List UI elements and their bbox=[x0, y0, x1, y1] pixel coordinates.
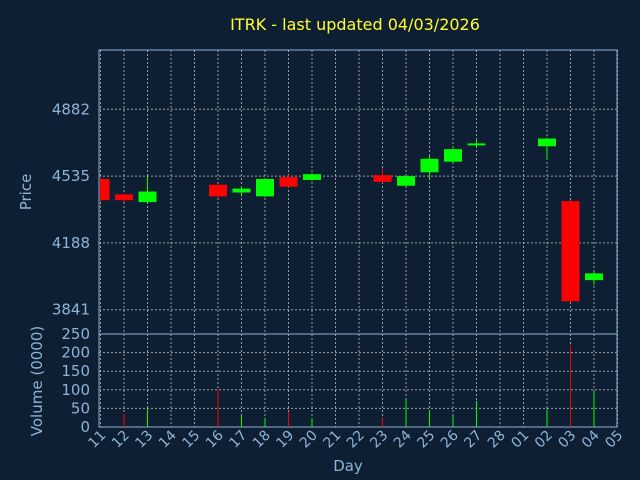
candle-body bbox=[585, 273, 603, 281]
x-tick-label: 03 bbox=[555, 428, 579, 452]
x-tick-label: 22 bbox=[344, 428, 368, 452]
candle-body bbox=[115, 194, 133, 201]
volume-tick-label: 250 bbox=[61, 325, 90, 343]
candle-body bbox=[561, 201, 580, 302]
price-tick-label: 3841 bbox=[52, 301, 90, 319]
grid-lines bbox=[99, 50, 618, 427]
candle-body bbox=[538, 138, 556, 147]
x-tick-label: 17 bbox=[226, 428, 250, 452]
x-tick-label: 26 bbox=[438, 427, 462, 451]
volume-panel-frame bbox=[98, 333, 618, 428]
plot-frames bbox=[98, 49, 618, 428]
x-tick-label: 21 bbox=[320, 428, 344, 452]
volume-axis-label: Volume (0000) bbox=[28, 326, 46, 436]
candle-body bbox=[100, 179, 110, 201]
x-tick-label: 05 bbox=[602, 428, 626, 452]
x-tick-labels: 11 12 13 14 15 16 17 18 19 20 21 22 23 24 25 26 27 28 01 02… bbox=[85, 427, 626, 451]
x-tick-label: 28 bbox=[485, 428, 509, 452]
volume-tick-label: 200 bbox=[61, 344, 90, 362]
price-panel-frame bbox=[98, 49, 618, 335]
candle-body bbox=[397, 176, 415, 186]
candle-body bbox=[232, 188, 251, 193]
x-tick-label: 24 bbox=[391, 427, 415, 451]
x-tick-label: 20 bbox=[297, 428, 321, 452]
x-tick-label: 02 bbox=[532, 428, 556, 452]
x-tick-label: 15 bbox=[179, 428, 203, 452]
x-axis-label: Day bbox=[333, 457, 363, 475]
candle-body bbox=[444, 149, 462, 162]
x-tick-label: 27 bbox=[461, 428, 485, 452]
price-tick-label: 4882 bbox=[52, 100, 90, 118]
x-tick-label: 04 bbox=[579, 427, 603, 451]
candle-body bbox=[138, 191, 157, 203]
x-tick-label: 25 bbox=[414, 428, 438, 452]
x-tick-label: 14 bbox=[156, 427, 180, 451]
candle-body bbox=[467, 143, 486, 146]
volume-bars-layer bbox=[123, 345, 595, 427]
volume-tick-label: 150 bbox=[61, 362, 90, 380]
price-axis-label: Price bbox=[17, 174, 35, 211]
x-tick-label: 12 bbox=[109, 428, 133, 452]
x-tick-label: 13 bbox=[132, 428, 156, 452]
candle-body bbox=[420, 158, 439, 173]
volume-tick-label: 100 bbox=[61, 381, 90, 399]
x-tick-label: 01 bbox=[508, 428, 532, 452]
candle-body bbox=[303, 174, 321, 180]
volume-tick-label: 50 bbox=[71, 399, 90, 417]
candle-body bbox=[373, 175, 392, 182]
candle-body bbox=[256, 179, 274, 197]
x-tick-label: 18 bbox=[250, 428, 274, 452]
candle-body bbox=[209, 184, 227, 197]
price-tick-label: 4535 bbox=[52, 167, 90, 185]
x-tick-label: 23 bbox=[367, 428, 391, 452]
chart-title: ITRK - last updated 04/03/2026 bbox=[230, 15, 480, 34]
candle-body bbox=[279, 177, 298, 187]
volume-tick-label: 0 bbox=[80, 418, 90, 436]
price-tick-labels: 3841 4188 4535 4882 bbox=[52, 100, 90, 318]
x-tick-label: 19 bbox=[273, 428, 297, 452]
x-tick-label: 16 bbox=[203, 427, 227, 451]
price-tick-label: 4188 bbox=[52, 234, 90, 252]
candles-layer bbox=[100, 137, 603, 303]
